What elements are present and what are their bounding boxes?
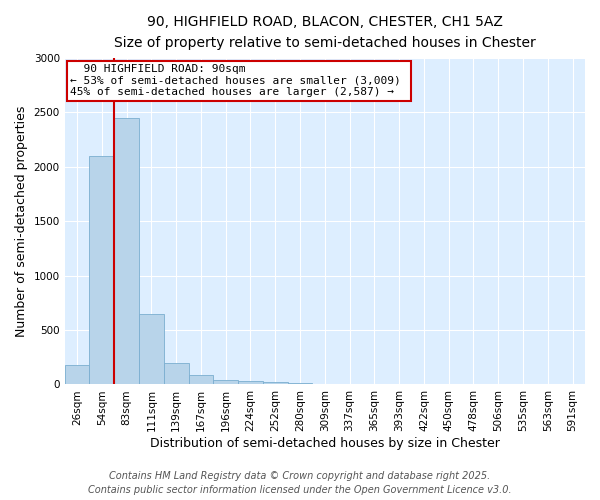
Bar bbox=[287, 383, 313, 384]
Title: 90, HIGHFIELD ROAD, BLACON, CHESTER, CH1 5AZ
Size of property relative to semi-d: 90, HIGHFIELD ROAD, BLACON, CHESTER, CH1… bbox=[114, 15, 536, 50]
Text: Contains HM Land Registry data © Crown copyright and database right 2025.
Contai: Contains HM Land Registry data © Crown c… bbox=[88, 471, 512, 495]
Bar bbox=[65, 366, 89, 384]
Bar bbox=[114, 118, 139, 384]
Bar bbox=[214, 380, 238, 384]
Bar bbox=[238, 381, 263, 384]
Bar bbox=[164, 362, 188, 384]
Bar bbox=[89, 156, 114, 384]
Bar bbox=[263, 382, 287, 384]
Bar bbox=[139, 314, 164, 384]
X-axis label: Distribution of semi-detached houses by size in Chester: Distribution of semi-detached houses by … bbox=[150, 437, 500, 450]
Y-axis label: Number of semi-detached properties: Number of semi-detached properties bbox=[15, 106, 28, 337]
Text: 90 HIGHFIELD ROAD: 90sqm
← 53% of semi-detached houses are smaller (3,009)
45% o: 90 HIGHFIELD ROAD: 90sqm ← 53% of semi-d… bbox=[70, 64, 407, 98]
Bar bbox=[188, 375, 214, 384]
